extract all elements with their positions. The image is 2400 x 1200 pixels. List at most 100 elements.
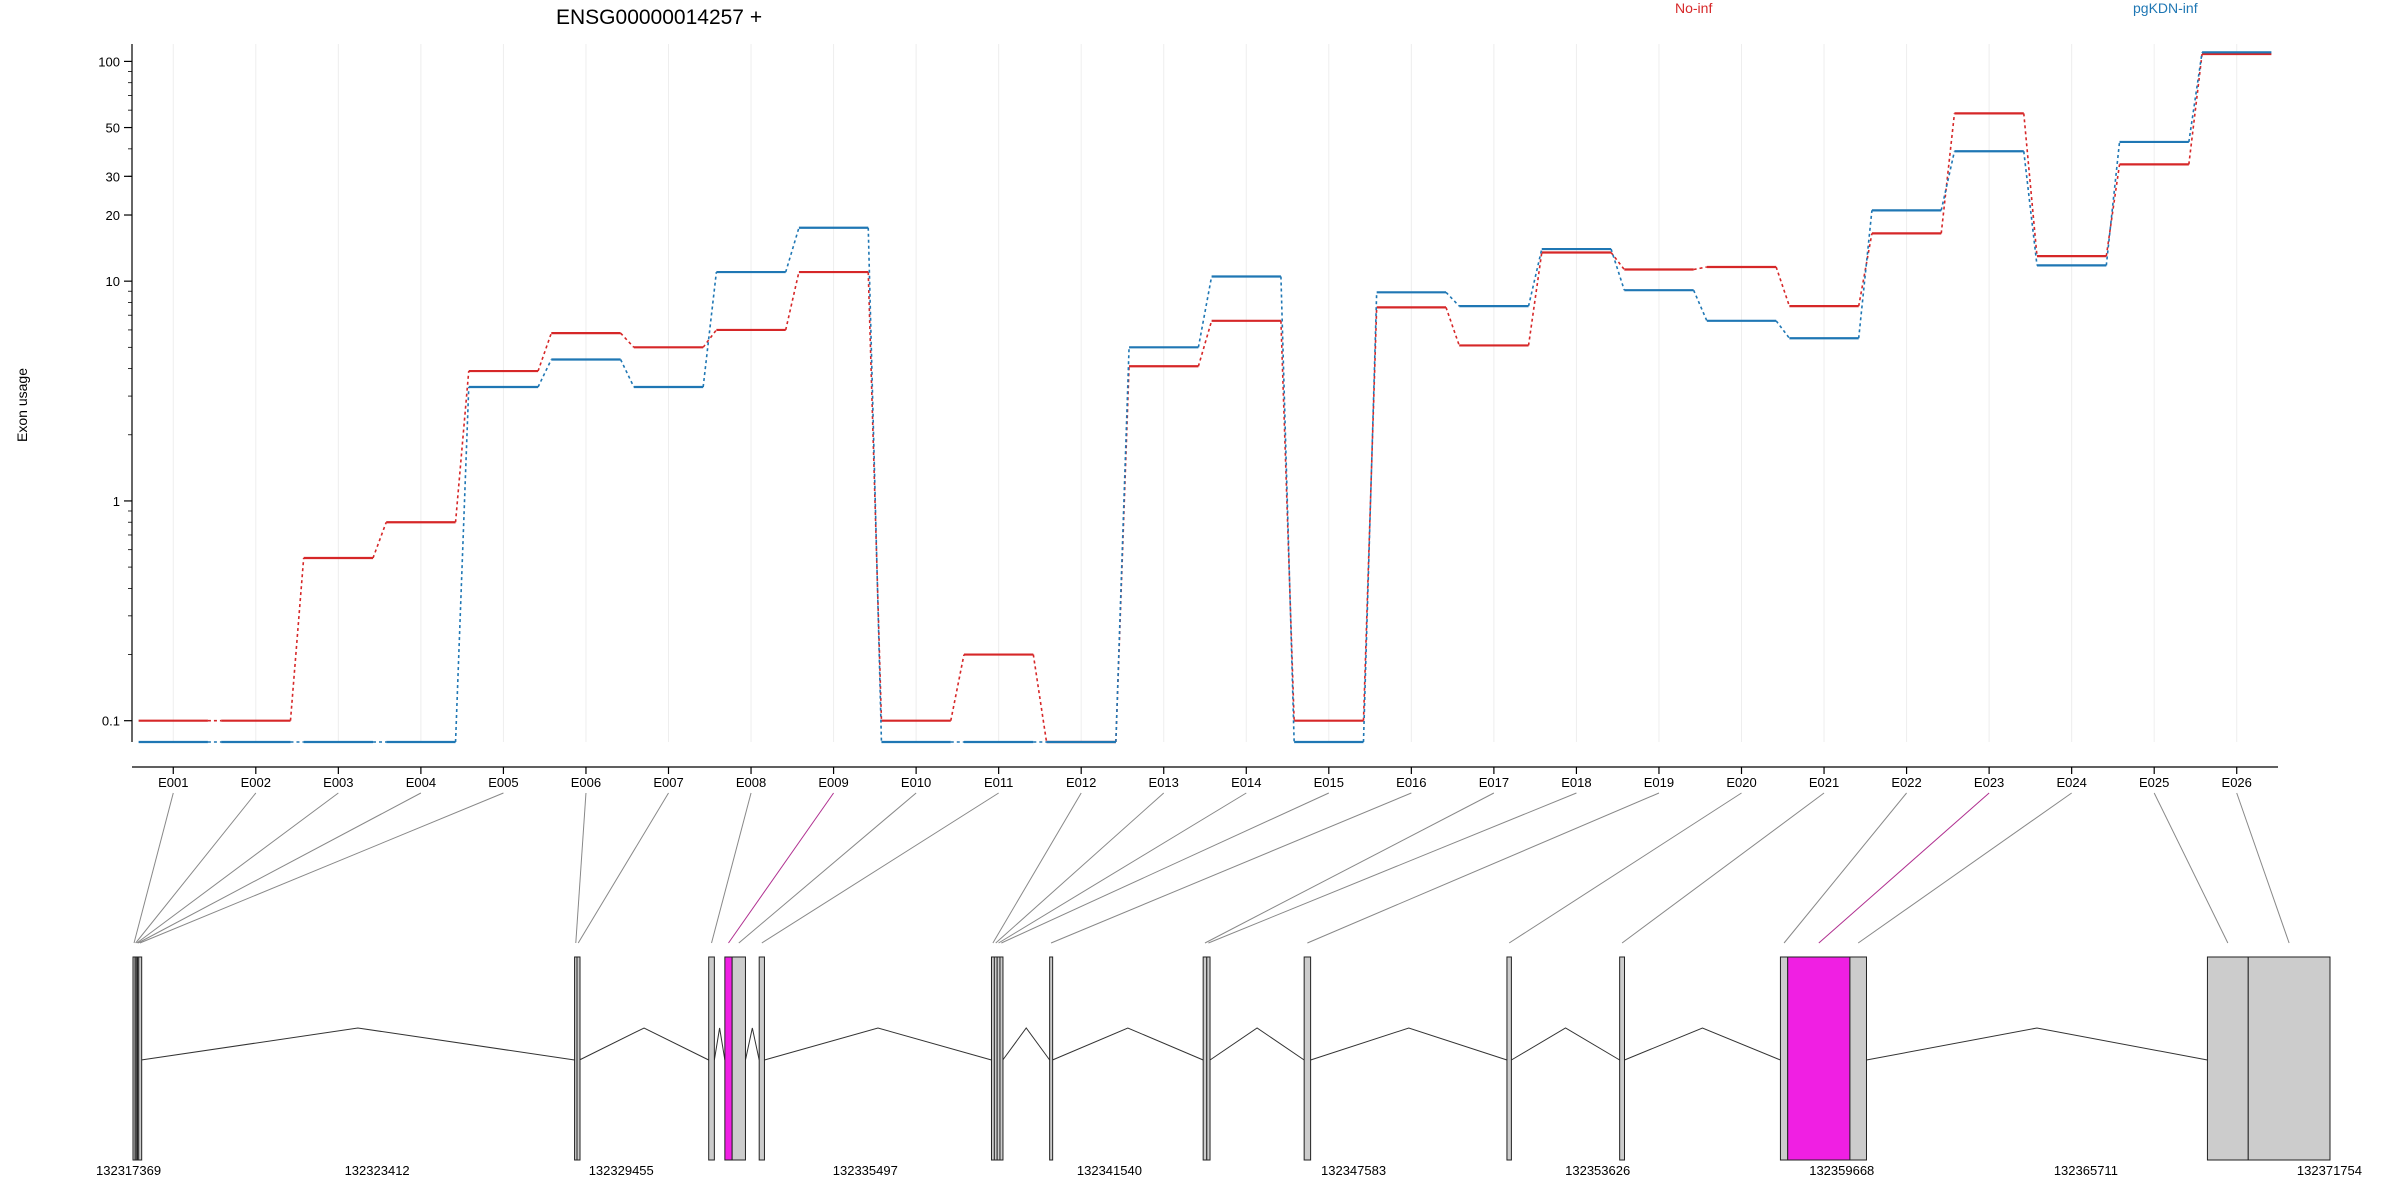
- x-tick-label-e016: E016: [1396, 775, 1426, 790]
- x-tick-label-e011: E011: [984, 775, 1013, 790]
- x-tick-label-e007: E007: [653, 775, 683, 790]
- connector-pgkdn-inf-e008: [784, 227, 800, 273]
- connector-pgkdn-inf-e018: [1610, 248, 1626, 291]
- coordinate-label-132329455: 132329455: [589, 1163, 654, 1178]
- exon-box-e011: [758, 956, 765, 1161]
- exon-link-e017: [1204, 792, 1495, 944]
- exon-box-e019: [1303, 956, 1312, 1161]
- x-tick-label-e026: E026: [2222, 775, 2252, 790]
- vertical-gridlines: [172, 44, 2238, 742]
- exon-box-e010: [731, 956, 746, 1161]
- connector-pgkdn-inf-e004: [454, 386, 470, 743]
- exon-link-e021: [1621, 792, 1825, 944]
- exon-link-e022: [1783, 792, 1907, 944]
- exon-box-e021: [1619, 956, 1626, 1161]
- exon-link-e004: [137, 792, 422, 944]
- connector-no-inf-e022: [1940, 113, 1956, 234]
- genomic-coordinate-axis: 132317369 132323412 132329455 132335497 1323…: [96, 1163, 2362, 1178]
- coordinate-label-132323412: 132323412: [345, 1163, 410, 1178]
- exon-link-e006: [575, 792, 587, 944]
- exon-link-e002: [135, 792, 257, 944]
- y-tick-label: 10: [106, 274, 120, 289]
- coordinate-label-132341540: 132341540: [1077, 1163, 1142, 1178]
- connector-pgkdn-inf-e016: [1445, 291, 1460, 307]
- intron-line: [1209, 1027, 1305, 1061]
- x-tick-label-e019: E019: [1644, 775, 1674, 790]
- x-tick-label-e006: E006: [571, 775, 601, 790]
- x-tick-label-e013: E013: [1149, 775, 1179, 790]
- exon-link-e019: [1307, 792, 1660, 944]
- exon-connector-lines: [133, 792, 2290, 944]
- coordinate-label-132359668: 132359668: [1809, 1163, 1874, 1178]
- x-tick-label-e010: E010: [901, 775, 931, 790]
- exon-box-e007: [576, 956, 581, 1161]
- connector-no-inf-e017: [1527, 252, 1543, 346]
- x-tick-label-e001: E001: [158, 775, 188, 790]
- connector-no-inf-e007: [702, 329, 718, 348]
- exon-link-e024: [1857, 792, 2072, 944]
- exon-link-e014: [998, 792, 1247, 944]
- intron-line: [1052, 1027, 1204, 1061]
- connector-pgkdn-inf-e019: [1692, 289, 1708, 322]
- connector-no-inf-e009: [867, 272, 883, 721]
- exon-link-e007: [577, 792, 669, 944]
- connector-pgkdn-inf-e023: [2022, 151, 2038, 266]
- intron-line: [764, 1027, 992, 1061]
- coordinate-label-132317369: 132317369: [96, 1163, 161, 1178]
- connector-pgkdn-inf-e009: [867, 227, 883, 743]
- exon-box-e008: [708, 956, 715, 1161]
- connector-pgkdn-inf-e024: [2105, 141, 2121, 266]
- legend-entry-pgkdn-inf: pgKDN-inf: [2133, 0, 2198, 16]
- coordinate-label-132353626: 132353626: [1565, 1163, 1630, 1178]
- connector-no-inf-e025: [2188, 53, 2203, 165]
- exon-link-e025: [2153, 792, 2229, 944]
- connector-pgkdn-inf-e007: [702, 271, 718, 388]
- connector-no-inf-e008: [784, 271, 800, 331]
- coordinate-label-132347583: 132347583: [1321, 1163, 1386, 1178]
- intron-line: [141, 1027, 575, 1061]
- x-tick-label-e015: E015: [1314, 775, 1344, 790]
- exon-box-e018: [1206, 956, 1211, 1161]
- x-tick-label-e002: E002: [241, 775, 271, 790]
- series-pgkdn-inf: [138, 51, 2272, 744]
- coordinate-label-132371754: 132371754: [2297, 1163, 2362, 1178]
- exon-box-e016: [1049, 956, 1054, 1161]
- intron-line: [1002, 1027, 1051, 1061]
- y-axis-label: Exon usage: [14, 368, 30, 442]
- y-tick-label: 1: [113, 494, 120, 509]
- exon-link-e008: [711, 792, 752, 944]
- exon-box-e005: [138, 956, 143, 1161]
- exon-link-e013: [995, 792, 1165, 944]
- connector-no-inf-e019: [1693, 266, 1707, 271]
- connector-pgkdn-inf-e020: [1775, 320, 1791, 339]
- exon-box-e017: [1202, 956, 1208, 1161]
- connector-no-inf-e003: [372, 521, 387, 559]
- exon-link-e016: [1050, 792, 1412, 944]
- connector-no-inf-e002: [289, 557, 305, 721]
- chart-title: ENSG00000014257 +: [556, 6, 762, 29]
- x-tick-label-e023: E023: [1974, 775, 2004, 790]
- x-tick-label-e003: E003: [323, 775, 353, 790]
- series-no-inf: [138, 52, 2272, 744]
- connector-pgkdn-inf-e022: [1940, 151, 1956, 211]
- exon-link-e023: [1818, 792, 1990, 944]
- connector-no-inf-e006: [620, 332, 635, 348]
- connector-pgkdn-inf-e013: [1197, 276, 1213, 348]
- exon-link-e015: [1001, 792, 1330, 944]
- exon-link-e003: [136, 792, 339, 944]
- connector-pgkdn-inf-e006: [619, 359, 635, 388]
- connector-no-inf-e004: [454, 370, 470, 523]
- exon-box-e022: [1779, 956, 1789, 1161]
- intron-line: [1866, 1027, 2208, 1061]
- connector-pgkdn-inf-e025: [2188, 52, 2203, 143]
- x-tick-label-e012: E012: [1066, 775, 1096, 790]
- legend-entry-no-inf: No-inf: [1675, 0, 1712, 16]
- y-tick-label: 0.1: [102, 714, 120, 729]
- connector-no-inf-e014: [1280, 320, 1295, 721]
- connector-no-inf-e023: [2022, 113, 2038, 257]
- exon-box-e024: [1849, 956, 1867, 1161]
- connector-no-inf-e011: [1032, 654, 1048, 743]
- intron-line: [713, 1027, 726, 1061]
- exon-axis: E001 E002 E003 E004 E005 E006 E007 E008 E009 E010…: [132, 766, 2278, 790]
